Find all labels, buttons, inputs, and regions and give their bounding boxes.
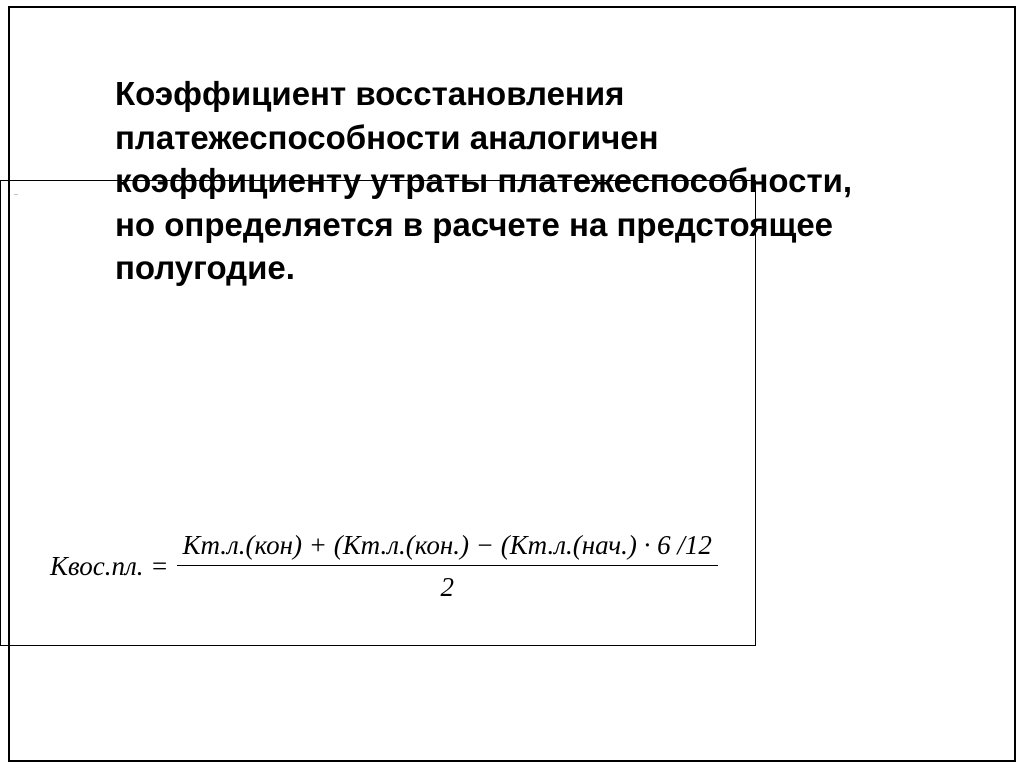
- formula-denominator: 2: [177, 566, 718, 603]
- formula-numerator: Кт.л.(кон) + (Кт.л.(кон.) − (Кт.л.(нач.)…: [177, 530, 718, 566]
- slide-heading: Коэффициент восстановления платежеспособ…: [115, 72, 895, 290]
- formula-fraction: Кт.л.(кон) + (Кт.л.(кон.) − (Кт.л.(нач.)…: [177, 530, 718, 603]
- formula-block: Квос.пл. = Кт.л.(кон) + (Кт.л.(кон.) − (…: [50, 530, 970, 603]
- artifact-mark: —: [14, 192, 18, 196]
- formula-lhs: Квос.пл. =: [50, 551, 173, 582]
